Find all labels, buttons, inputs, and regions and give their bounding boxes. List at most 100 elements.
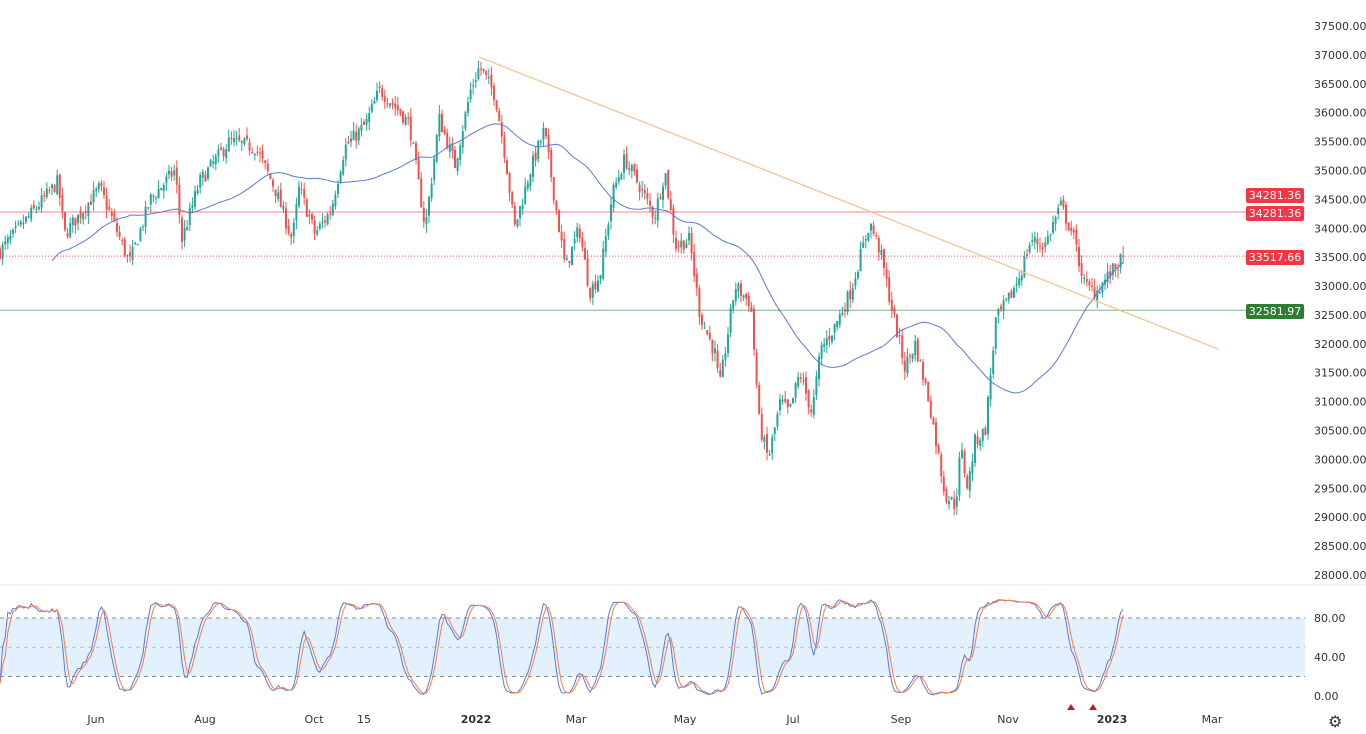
trendline [479, 56, 1219, 350]
candle-body [74, 217, 77, 226]
candle-body [831, 335, 833, 342]
candle-body [1101, 282, 1104, 293]
candle-body [924, 378, 927, 384]
candle-body [25, 216, 27, 222]
candle-body [521, 204, 524, 209]
candle-body [820, 345, 823, 359]
candle-body [997, 309, 1000, 316]
candle-body [781, 399, 784, 402]
candle-body [823, 343, 826, 347]
candle-body [467, 101, 469, 114]
candle-body [183, 228, 186, 241]
candle-body [755, 352, 758, 385]
candle-body [430, 183, 433, 199]
candle-body [394, 103, 397, 108]
candle-body [324, 220, 326, 223]
candle-body [888, 277, 891, 302]
price-tick-label: 36500.00 [1314, 78, 1366, 91]
candle-body [347, 142, 350, 144]
candle-body [984, 427, 987, 436]
candle-body [378, 86, 381, 88]
candle-body [955, 496, 958, 507]
candle-body [396, 105, 399, 110]
candle-body [321, 221, 324, 224]
candle-body [311, 214, 313, 220]
candle-body [932, 418, 935, 425]
candle-body [139, 228, 142, 242]
candle-body [1067, 222, 1070, 230]
candle-body [1020, 275, 1023, 281]
price-tick-label: 30000.00 [1314, 453, 1366, 466]
candle-body [919, 360, 922, 362]
candle-body [903, 360, 906, 372]
candle-body [1088, 281, 1091, 286]
candle-body [948, 501, 950, 504]
candle-body [602, 248, 605, 279]
candle-body [760, 413, 763, 440]
candle-body [737, 283, 740, 292]
candle-body [181, 217, 183, 242]
candle-body [71, 217, 74, 226]
candle-body [630, 165, 633, 172]
candle-body [1018, 278, 1021, 286]
candle-body [867, 232, 870, 241]
gear-icon[interactable]: ⚙ [1328, 712, 1343, 731]
price-tick-label: 32500.00 [1314, 309, 1366, 322]
candle-body [836, 321, 839, 327]
candle-body [147, 207, 150, 209]
candle-body [550, 149, 553, 178]
candle-body [173, 170, 176, 176]
candle-body [90, 201, 92, 205]
candle-body [818, 356, 820, 380]
candle-body [92, 190, 95, 203]
stochastic-d-line [0, 599, 1124, 695]
candle-body [1083, 277, 1086, 279]
candle-body [66, 233, 69, 237]
candle-body [402, 111, 404, 123]
candle-body [165, 176, 168, 184]
price-tick-label: 35500.00 [1314, 136, 1366, 149]
candle-body [277, 192, 280, 200]
candle-body [407, 117, 410, 119]
candle-body [51, 184, 53, 189]
candle-body [1039, 245, 1041, 247]
candle-body [747, 295, 750, 307]
candle-body [1057, 207, 1060, 215]
candle-body [729, 307, 732, 334]
candle-body [591, 284, 594, 298]
candle-body [220, 147, 222, 150]
candle-body [131, 246, 134, 260]
candle-body [516, 219, 519, 227]
candle-body [40, 195, 43, 208]
candle-body [196, 189, 199, 194]
candle-body [79, 211, 82, 218]
candle-body [1044, 242, 1047, 248]
oscillator-tick-label: 0.00 [1314, 690, 1339, 703]
candle-body [22, 222, 25, 225]
time-tick-label: Nov [997, 713, 1019, 726]
candle-body [162, 184, 165, 191]
candle-body [937, 444, 940, 453]
candle-body [945, 489, 948, 502]
candle-body [662, 186, 664, 201]
candle-body [708, 332, 711, 340]
level-badge-resistance: 34281.36 [1246, 206, 1304, 221]
candle-body [305, 199, 308, 217]
price-tick-label: 29000.00 [1314, 511, 1366, 524]
candle-body [750, 306, 753, 312]
candle-body [1052, 222, 1054, 233]
candle-body [768, 454, 771, 456]
candle-body [1080, 262, 1083, 276]
candle-body [331, 203, 334, 216]
candle-body [734, 289, 737, 302]
candle-body [773, 427, 776, 434]
candle-body [742, 295, 745, 298]
candle-body [61, 195, 64, 211]
candle-body [482, 68, 485, 72]
candle-body [121, 240, 124, 242]
candle-body [643, 190, 646, 194]
candle-body [797, 376, 800, 387]
candle-body [264, 160, 267, 164]
candle-body [724, 353, 727, 360]
